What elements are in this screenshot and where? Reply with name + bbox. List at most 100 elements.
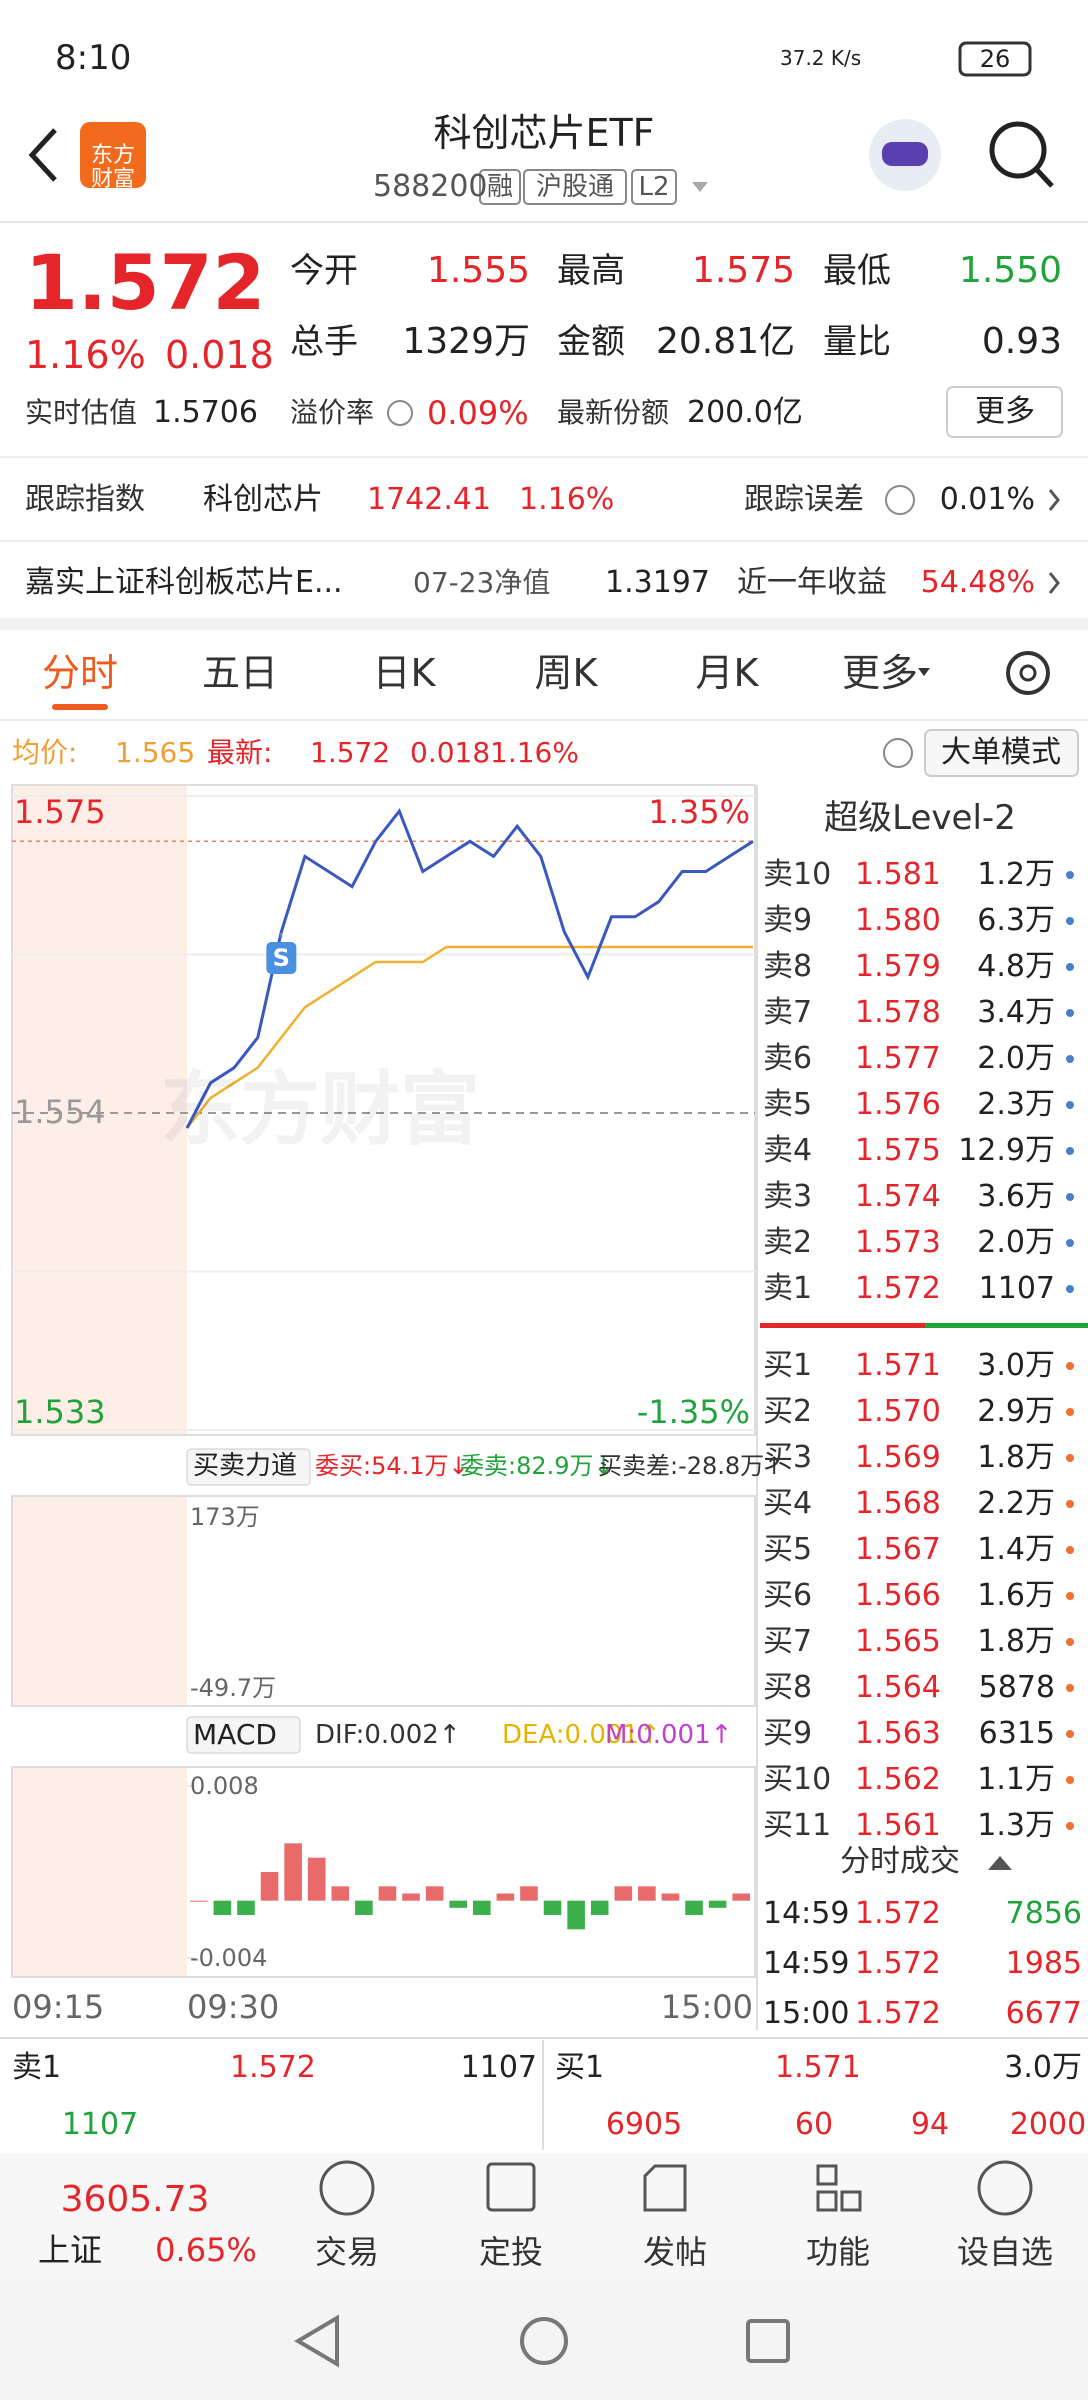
trade-volume: 1985 [1005,1946,1082,1981]
label: 卖1 [12,2050,62,2085]
mode-button[interactable]: 大单模式 [941,735,1061,770]
trade-icon [319,2160,375,2216]
bid-label: 买4 [763,1486,813,1521]
chart-tab[interactable]: 五日 [201,651,279,695]
macd-bar [190,1900,208,1902]
macd-bar [520,1886,538,1901]
ask-label: 卖7 [763,995,813,1030]
search-handle [1035,168,1054,188]
home-key[interactable] [520,2317,568,2365]
mode-button[interactable] [924,729,1079,777]
chart-tab[interactable]: 日K [372,651,436,695]
dot [1066,1822,1074,1830]
chart-tab[interactable]: 周K [534,651,598,695]
ask-label: 卖5 [763,1087,813,1122]
more-button[interactable]: 更多 [975,394,1035,429]
selector-box[interactable] [186,1448,311,1486]
nav-item[interactable]: 设自选 [956,2233,1054,2271]
dot [1066,1147,1074,1155]
y-tick-label: -0.004 [190,1944,268,1972]
dot [1066,1546,1074,1554]
tag-box [479,169,521,205]
ask-label: 卖4 [763,1133,813,1168]
settings-button[interactable] [1006,651,1050,695]
selector-box[interactable] [186,1716,301,1754]
nav-item[interactable]: 交易 [314,2233,380,2271]
macd-bar [331,1886,350,1901]
divider [0,618,1088,630]
y-tick-label: 0.008 [190,1772,259,1800]
value: 200.0亿 [687,395,803,430]
tracking-error[interactable]: 0.01% [939,482,1035,517]
macd-bar [638,1886,656,1901]
dot [1066,1055,1074,1063]
bid-list: 买1 1.571 3.0万 买2 1.570 2.9万 买3 1.569 1.8万 买4 1.568… [760,1340,1088,1838]
bid-volume: 6315 [978,1716,1055,1751]
info-icon [387,400,413,426]
chart-tab[interactable]: 更多 [841,651,919,695]
indicator-selector[interactable]: 买卖力道 [193,1451,298,1481]
chart-tab[interactable]: 分时 [41,651,119,695]
tag: 融 [486,172,514,202]
ask-volume: 2.0万 [977,1225,1055,1260]
value[interactable]: 54.48% [920,565,1035,600]
back-key[interactable] [294,2314,339,2368]
label: 跟踪误差 [744,482,864,517]
summary-item: 均价: [12,736,78,769]
premarket-zone [12,1496,187,1706]
ask-label: 卖9 [763,903,813,938]
index-value[interactable]: 3605.73 [60,2179,210,2220]
separator [925,1323,1088,1328]
bid-label: 买8 [763,1670,813,1705]
axis-label: 173万 [190,1503,260,1531]
fund-name[interactable]: 嘉实上证科创板芯片E... [25,565,343,600]
help-icon[interactable] [883,738,913,768]
more-button[interactable] [946,386,1063,438]
dot [1066,871,1074,879]
dot [1066,1408,1074,1416]
bid-label: 买10 [763,1762,832,1797]
macd-bar [402,1893,420,1901]
chevron [1048,489,1060,511]
dot [1066,963,1074,971]
nav-item[interactable]: 功能 [805,2233,871,2271]
bid-price: 1.564 [855,1670,941,1705]
back-button[interactable] [28,128,57,182]
nav-item[interactable]: 定投 [478,2233,544,2271]
dropdown-arrow [692,182,708,192]
macd-bar [614,1886,633,1901]
index-pct: 0.65% [155,2231,257,2269]
macd-frame [11,1766,756,1978]
bid-price: 1.562 [855,1762,941,1797]
chart-tab[interactable]: 月K [695,651,759,695]
index-name: 科创芯片 [203,482,323,517]
value: 6905 [605,2107,683,2142]
dot [1066,1362,1074,1370]
ask-volume: 1.2万 [977,857,1055,892]
panel-title[interactable]: 分时成交 [840,1844,960,1879]
app-logo-text: 东方 财富 [90,143,136,193]
app-logo [80,122,146,188]
bid-volume: 2.9万 [977,1394,1055,1429]
ask-volume: 4.8万 [977,949,1055,984]
recents-key[interactable] [746,2319,790,2363]
pct-label: 1.35% [648,793,750,831]
summary-item: 1.16% [490,736,579,769]
indicator-selector[interactable]: MACD [193,1718,277,1751]
search-button[interactable] [989,121,1047,179]
index-value: 1742.41 [367,482,492,517]
macd-bar [708,1900,727,1908]
macd-bar [685,1900,703,1915]
nav-item[interactable]: 发帖 [642,2233,708,2271]
bid-label: 买6 [763,1578,813,1613]
dot [1066,1101,1074,1109]
ask-volume: 3.6万 [977,1179,1055,1214]
x-tick-label: 15:00 [660,1988,753,2026]
premarket-zone [12,1767,187,1977]
field-value: 1329万 [402,321,530,362]
dot [1066,1638,1074,1646]
help-icon[interactable] [885,485,915,515]
dot [1066,1009,1074,1017]
field-label: 金额 [557,322,625,362]
ask-label: 卖6 [763,1041,813,1076]
